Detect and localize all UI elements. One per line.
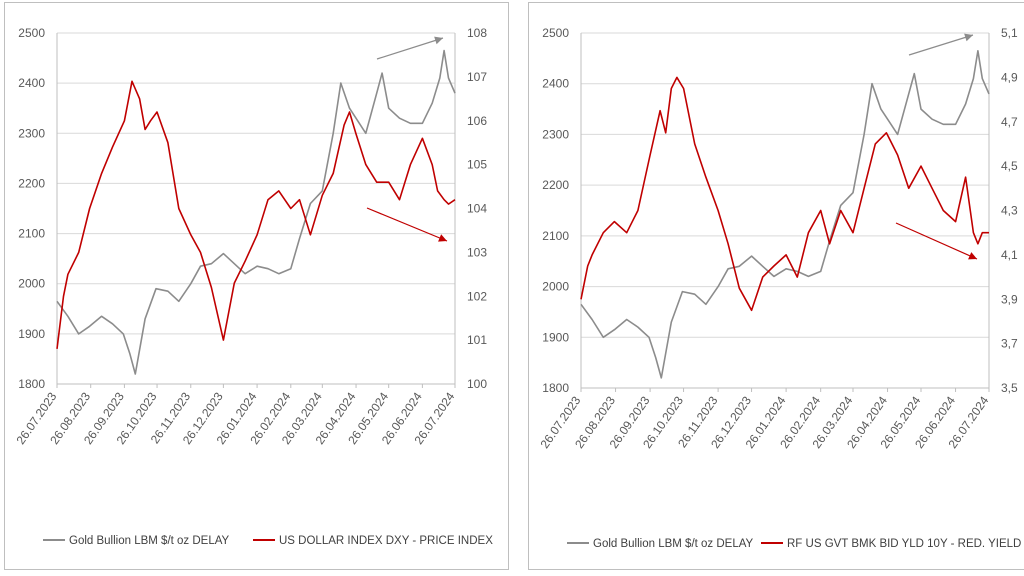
y-left-tick-label: 1800 [18,377,45,391]
y-right-tick-label: 3,9 [1001,292,1018,306]
y-left-tick-label: 2400 [18,76,45,90]
y-right-tick-label: 101 [467,333,487,347]
trend-arrow-head [964,33,973,42]
series-line-gold [580,49,990,379]
y-right-tick-label: 108 [467,26,487,40]
y-left-tick-label: 1800 [542,381,569,395]
y-left-tick-label: 2100 [18,227,45,241]
legend-label-secondary: RF US GVT BMK BID YLD 10Y - RED. YIELD [787,538,1021,550]
y-right-tick-label: 4,9 [1001,70,1018,84]
chart-gold-vs-us10y: 1800 1900 2000 2100 2200 2300 2400 2500 3,5 3,7 3,… [538,26,1022,550]
chart-panel-gold-vs-us10y: 1800 1900 2000 2100 2200 2300 2400 2500 3,5 3,7 3,… [528,2,1024,570]
y-right-tick-label: 4,5 [1001,159,1018,173]
y-right-tick-label: 3,5 [1001,381,1018,395]
y-right-tick-label: 107 [467,70,487,84]
legend-label-gold: Gold Bullion LBM $/t oz DELAY [69,535,230,547]
trend-arrow-line [366,207,448,242]
y-left-tick-label: 2500 [18,26,45,40]
y-left-tick-label: 2500 [542,26,569,40]
y-left-tick-label: 2200 [542,178,569,192]
y-right-tick-label: 102 [467,289,487,303]
y-left-tick-label: 1900 [18,327,45,341]
series-line-secondary [56,80,456,349]
trend-arrow-line [376,37,444,60]
y-left-tick-label: 2000 [18,277,45,291]
y-right-tick-label: 105 [467,158,487,172]
y-right-tick-label: 106 [467,114,487,128]
y-left-tick-label: 1900 [542,330,569,344]
y-right-tick-label: 103 [467,245,487,259]
chart-gold-vs-dxy: 1800 1900 2000 2100 2200 2300 2400 2500 100 101 10… [14,26,494,547]
y-right-tick-label: 4,3 [1001,204,1018,218]
trend-arrow-line [895,222,978,260]
trend-arrow-head [434,36,443,45]
trend-arrow-head [438,234,447,242]
chart-panel-gold-vs-dxy: 1800 1900 2000 2100 2200 2300 2400 2500 100 101 10… [4,2,509,570]
y-right-tick-label: 100 [467,377,487,391]
y-left-tick-label: 2300 [18,126,45,140]
series-line-secondary [580,76,989,312]
y-right-tick-label: 4,7 [1001,115,1018,129]
y-right-tick-label: 5,1 [1001,26,1018,40]
trend-arrow-line [908,34,974,56]
y-left-tick-label: 2100 [542,229,569,243]
y-left-tick-label: 2400 [542,77,569,91]
y-left-tick-label: 2200 [18,176,45,190]
trend-arrow-head [968,252,977,260]
legend-label-gold: Gold Bullion LBM $/t oz DELAY [593,538,754,550]
legend-label-secondary: US DOLLAR INDEX DXY - PRICE INDEX [279,535,493,547]
y-right-tick-label: 104 [467,202,487,216]
y-right-tick-label: 4,1 [1001,248,1018,262]
y-right-tick-label: 3,7 [1001,337,1018,351]
y-left-tick-label: 2000 [542,280,569,294]
series-line-gold [56,49,456,375]
y-left-tick-label: 2300 [542,127,569,141]
